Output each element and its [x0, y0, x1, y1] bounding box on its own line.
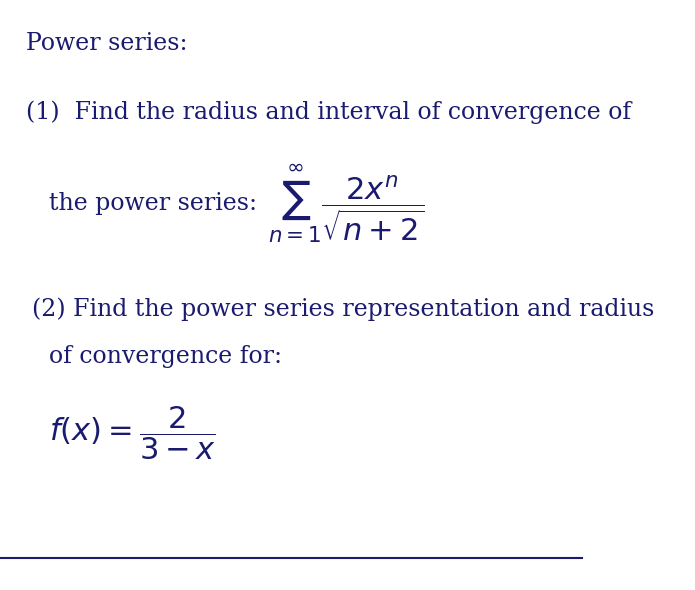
Text: (1)  Find the radius and interval of convergence of: (1) Find the radius and interval of conv…	[26, 100, 631, 124]
Text: (2) Find the power series representation and radius: (2) Find the power series representation…	[32, 298, 655, 322]
Text: of convergence for:: of convergence for:	[49, 345, 282, 368]
Text: $\sum_{n=1}^{\infty} \dfrac{2x^{n}}{\sqrt{n+2}}$: $\sum_{n=1}^{\infty} \dfrac{2x^{n}}{\sqr…	[268, 162, 424, 245]
Text: Power series:: Power series:	[26, 32, 188, 55]
Text: $f(x) = \dfrac{2}{3-x}$: $f(x) = \dfrac{2}{3-x}$	[49, 405, 217, 463]
Text: the power series:: the power series:	[49, 192, 272, 215]
